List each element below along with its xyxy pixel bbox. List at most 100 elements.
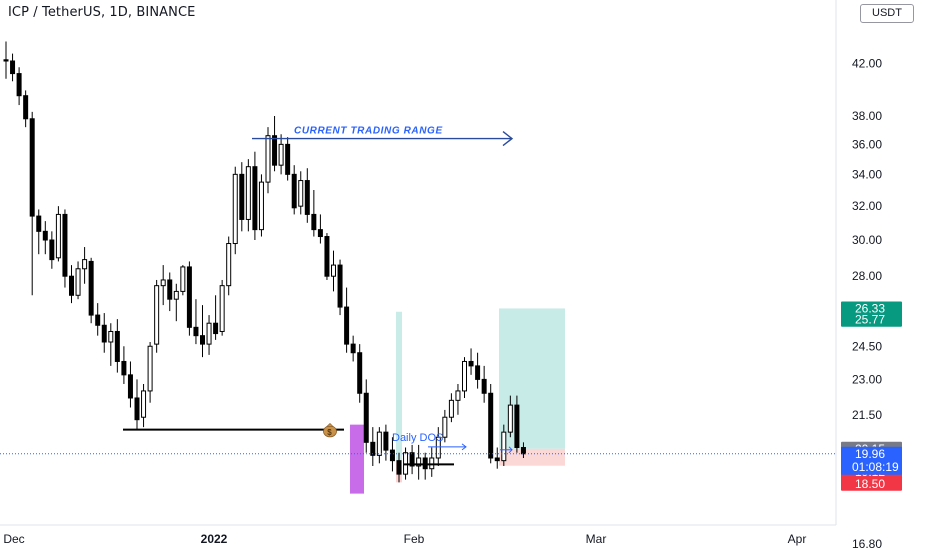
candle xyxy=(43,221,47,254)
candle xyxy=(273,116,277,171)
money-bag-symbol: $ xyxy=(327,428,332,437)
candle-down-body xyxy=(89,261,93,315)
candle xyxy=(115,319,119,372)
candle-up-body xyxy=(109,331,113,342)
y-tick-label: 32.00 xyxy=(852,199,882,213)
candle xyxy=(482,366,486,403)
drawings: CURRENT TRADING RANGEDaily DOS$ xyxy=(0,126,836,465)
candle xyxy=(174,284,178,321)
candle xyxy=(351,336,355,362)
candle-down-body xyxy=(338,265,342,307)
money-bag-icon: $ xyxy=(324,423,337,437)
candle-down-body xyxy=(482,379,486,393)
candle xyxy=(148,342,152,403)
candle xyxy=(345,288,349,353)
candle xyxy=(128,361,132,407)
candle xyxy=(227,237,231,296)
candle-down-body xyxy=(168,280,172,299)
candle-up-body xyxy=(279,144,283,165)
x-tick-label: 2022 xyxy=(201,532,228,546)
candle-down-body xyxy=(273,136,277,165)
candle xyxy=(233,167,237,254)
candle xyxy=(266,127,270,193)
candle xyxy=(214,295,218,340)
candle xyxy=(253,152,257,240)
candle-down-body xyxy=(194,327,198,335)
candle-up-body xyxy=(259,182,263,230)
candle-down-body xyxy=(476,366,480,380)
candle-down-body xyxy=(128,375,132,398)
candle xyxy=(240,162,244,231)
candle-down-body xyxy=(521,448,525,454)
candle xyxy=(181,265,185,295)
candle-down-body xyxy=(345,307,349,344)
candle xyxy=(384,425,388,461)
candle xyxy=(495,448,499,469)
small-profit-zone xyxy=(396,312,402,474)
candle-down-body xyxy=(325,237,329,277)
candle xyxy=(463,357,467,398)
candle xyxy=(364,379,368,452)
candle xyxy=(430,448,434,477)
candle xyxy=(11,54,15,82)
candle-down-body xyxy=(50,240,54,260)
price-tag-value: 19.96 xyxy=(855,447,885,461)
candle-down-body xyxy=(135,398,139,420)
candle-up-body xyxy=(155,286,159,344)
candle-down-body xyxy=(240,174,244,219)
candle-up-body xyxy=(181,267,185,291)
candle xyxy=(443,410,447,442)
candle xyxy=(161,265,165,305)
candle xyxy=(63,209,67,287)
candle xyxy=(469,348,473,374)
y-tick-label: 16.80 xyxy=(852,537,882,550)
candle xyxy=(259,174,263,236)
highlight-bar xyxy=(350,425,364,494)
candle-down-body xyxy=(384,432,388,450)
candle-down-body xyxy=(358,353,362,394)
candle xyxy=(109,323,113,366)
candle xyxy=(299,171,303,214)
candle-up-body xyxy=(148,346,152,391)
candle xyxy=(142,384,146,427)
candle-down-body xyxy=(318,230,322,237)
candle xyxy=(135,379,139,429)
x-tick-label: Apr xyxy=(788,532,807,546)
candle xyxy=(37,209,41,254)
candle xyxy=(325,233,329,280)
price-tag-value: 25.77 xyxy=(855,313,885,327)
candle xyxy=(155,280,159,353)
candle-down-body xyxy=(115,331,119,361)
candle xyxy=(489,384,493,463)
candle-down-body xyxy=(390,450,394,461)
candles xyxy=(4,41,525,482)
candle-down-body xyxy=(495,458,499,461)
candle xyxy=(201,305,205,357)
candle xyxy=(96,303,100,336)
y-tick-label: 42.00 xyxy=(852,57,882,71)
candle-down-body xyxy=(515,405,519,447)
candle xyxy=(292,165,296,214)
candle xyxy=(417,445,421,480)
candle-down-body xyxy=(364,393,368,442)
candle-up-body xyxy=(449,400,453,417)
candle xyxy=(70,265,74,303)
candle-up-body xyxy=(332,265,336,276)
candle-up-body xyxy=(76,269,80,296)
candle-down-body xyxy=(122,361,126,374)
candle xyxy=(76,261,80,299)
candle-up-body xyxy=(227,244,231,286)
candle-down-body xyxy=(17,74,21,96)
candle xyxy=(449,393,453,422)
y-tick-label: 21.50 xyxy=(852,408,882,422)
candle-down-body xyxy=(469,361,473,365)
candle xyxy=(56,206,60,261)
candle-up-body xyxy=(161,280,165,286)
candle xyxy=(220,280,224,336)
candle-down-body xyxy=(11,61,15,74)
candle xyxy=(476,353,480,389)
candle xyxy=(168,272,172,311)
candle xyxy=(377,427,381,463)
loss-zone xyxy=(499,449,565,466)
